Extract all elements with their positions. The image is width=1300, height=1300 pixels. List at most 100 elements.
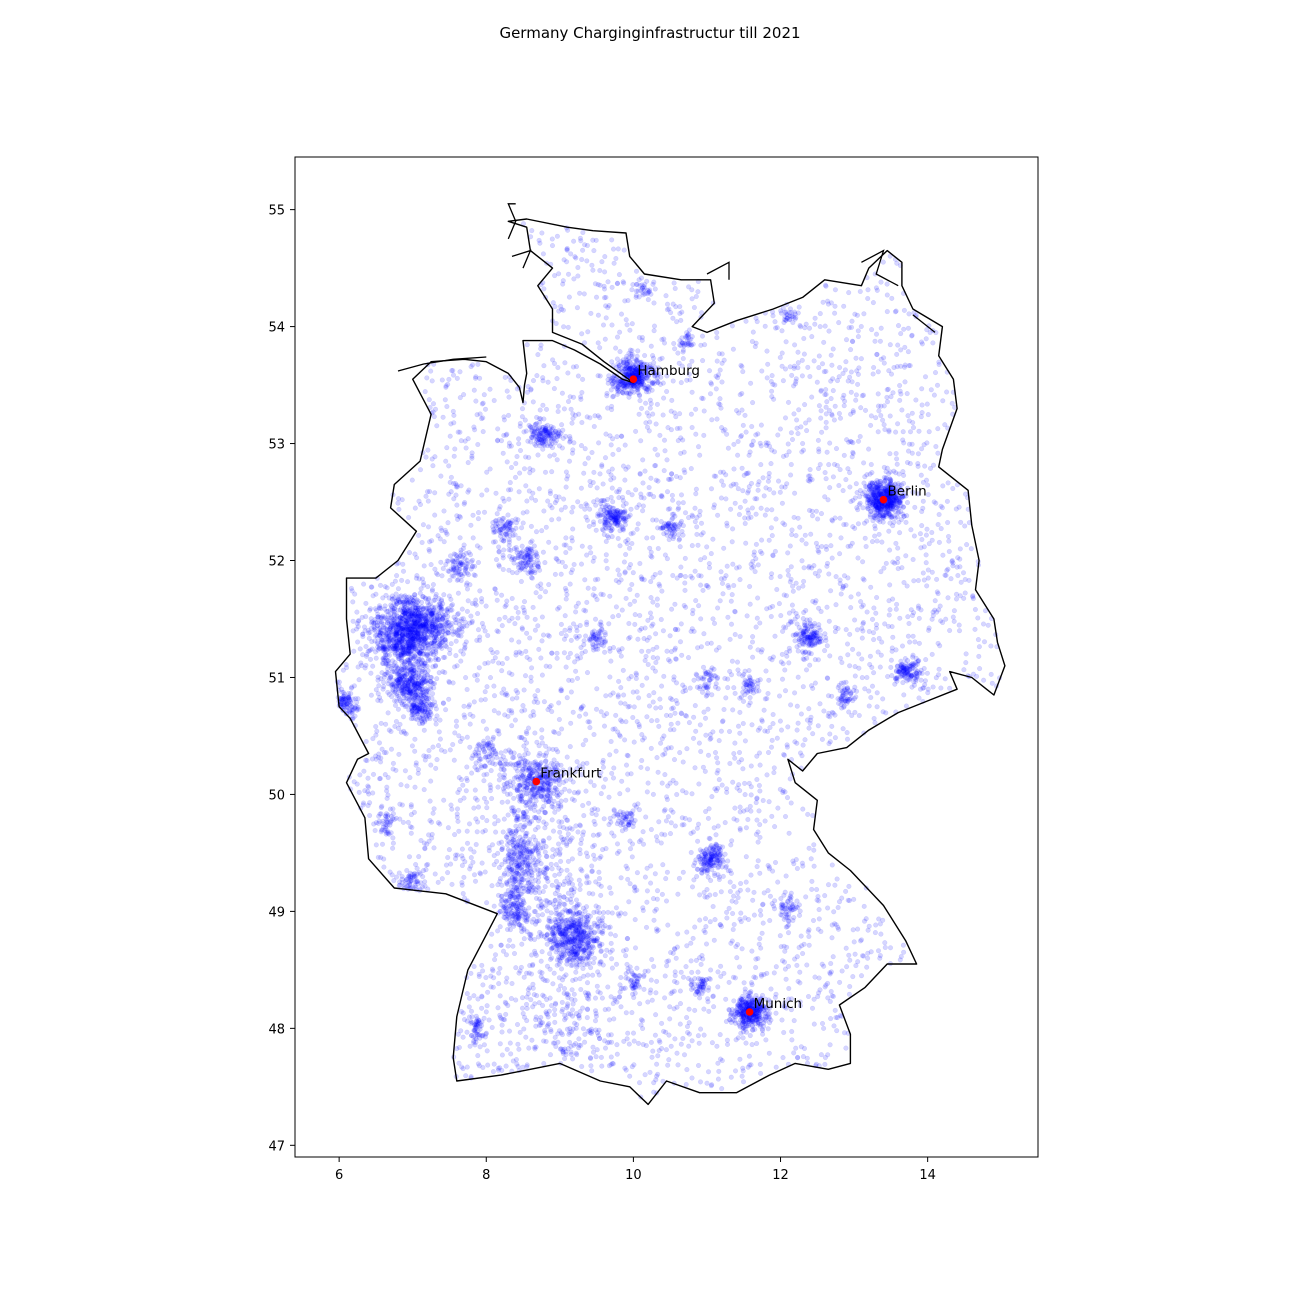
charging-station-point [712,892,718,898]
charging-station-point [631,1038,637,1044]
charging-station-point [563,550,569,556]
charging-station-point [488,943,494,949]
charging-station-point [874,690,880,696]
charging-station-point [749,565,755,571]
charging-station-point [464,734,470,740]
charging-station-point [752,496,758,502]
charging-station-point [966,577,972,583]
charging-station-point [559,390,565,396]
charging-station-point [377,776,383,782]
charging-station-point [806,565,812,571]
charging-station-point [634,689,640,695]
charging-station-point [880,417,886,423]
charging-station-point [624,762,630,768]
charging-station-point [749,442,755,448]
charging-station-point [742,521,748,527]
charging-station-point [753,511,759,517]
charging-station-point [669,706,675,712]
charging-station-point [637,471,643,477]
charging-station-point [809,623,815,629]
charging-station-point [686,720,692,726]
charging-station-point [881,403,887,409]
charging-station-point [618,700,624,706]
charging-station-point [830,388,836,394]
charging-station-point [792,490,798,496]
charging-station-point [935,450,941,456]
charging-station-point [662,995,668,1001]
charging-station-point [499,623,505,629]
charging-station-point [644,714,650,720]
charging-station-point [650,1048,656,1054]
charging-station-point [780,1055,786,1061]
charging-station-point [530,490,536,496]
charging-station-point [802,402,808,408]
charging-station-point [690,935,696,941]
charging-station-point [622,570,628,576]
charging-station-point [616,678,622,684]
charging-station-point [715,823,721,829]
charging-station-point [917,531,923,537]
charging-station-point [535,688,541,694]
charging-station-point [695,1033,701,1039]
charging-station-point [746,780,752,786]
charging-station-point [484,818,490,824]
charging-station-point [951,618,957,624]
charging-station-point [689,575,695,581]
charging-station-point [830,518,836,524]
charging-station-point [741,980,747,986]
charging-station-point [757,936,763,942]
charging-station-point [598,892,604,898]
charging-station-point [886,612,892,618]
charging-station-point [657,583,663,589]
charging-station-point [464,991,470,997]
charging-station-point [496,549,502,555]
charging-station-point [541,286,547,292]
charging-station-point [758,443,764,449]
charging-station-point [609,322,615,328]
charging-station-point [500,661,506,667]
charging-station-point [618,910,624,916]
charging-station-point [603,558,609,564]
charging-station-point [840,488,846,494]
charging-station-point [573,668,579,674]
charging-station-point [480,429,486,435]
charging-station-point [516,639,522,645]
charging-station-point [542,825,548,831]
charging-station-point [611,246,617,252]
charging-station-point [847,484,853,490]
charging-station-point [593,1054,599,1060]
charging-station-point [895,342,901,348]
charging-station-point [664,869,670,875]
charging-station-point [438,473,444,479]
charging-station-point [533,497,539,503]
charging-station-point [958,579,964,585]
charging-station-point [731,466,737,472]
charging-station-point [704,941,710,947]
charging-station-point [693,491,699,497]
charging-station-point [850,646,856,652]
charging-station-point [826,741,832,747]
charging-station-point [458,483,464,489]
charging-station-point [846,991,852,997]
charging-station-point [378,720,384,726]
charging-station-point [524,630,530,636]
charging-station-point [721,545,727,551]
charging-station-point [630,570,636,576]
charging-station-point [644,789,650,795]
charging-station-point [854,627,860,633]
charging-station-point [803,541,809,547]
charging-station-point [737,804,743,810]
charging-station-point [408,802,414,808]
charging-station-point [818,387,824,393]
charging-station-point [502,1017,508,1023]
charging-station-point [530,709,536,715]
charging-station-point [845,641,851,647]
charging-station-point [707,368,713,374]
charging-station-point [468,970,474,976]
charging-station-point [745,490,751,496]
charging-station-point [611,833,617,839]
charging-station-point [529,665,535,671]
charging-station-point [730,346,736,352]
charging-station-point [819,961,825,967]
charging-station-point [724,909,730,915]
